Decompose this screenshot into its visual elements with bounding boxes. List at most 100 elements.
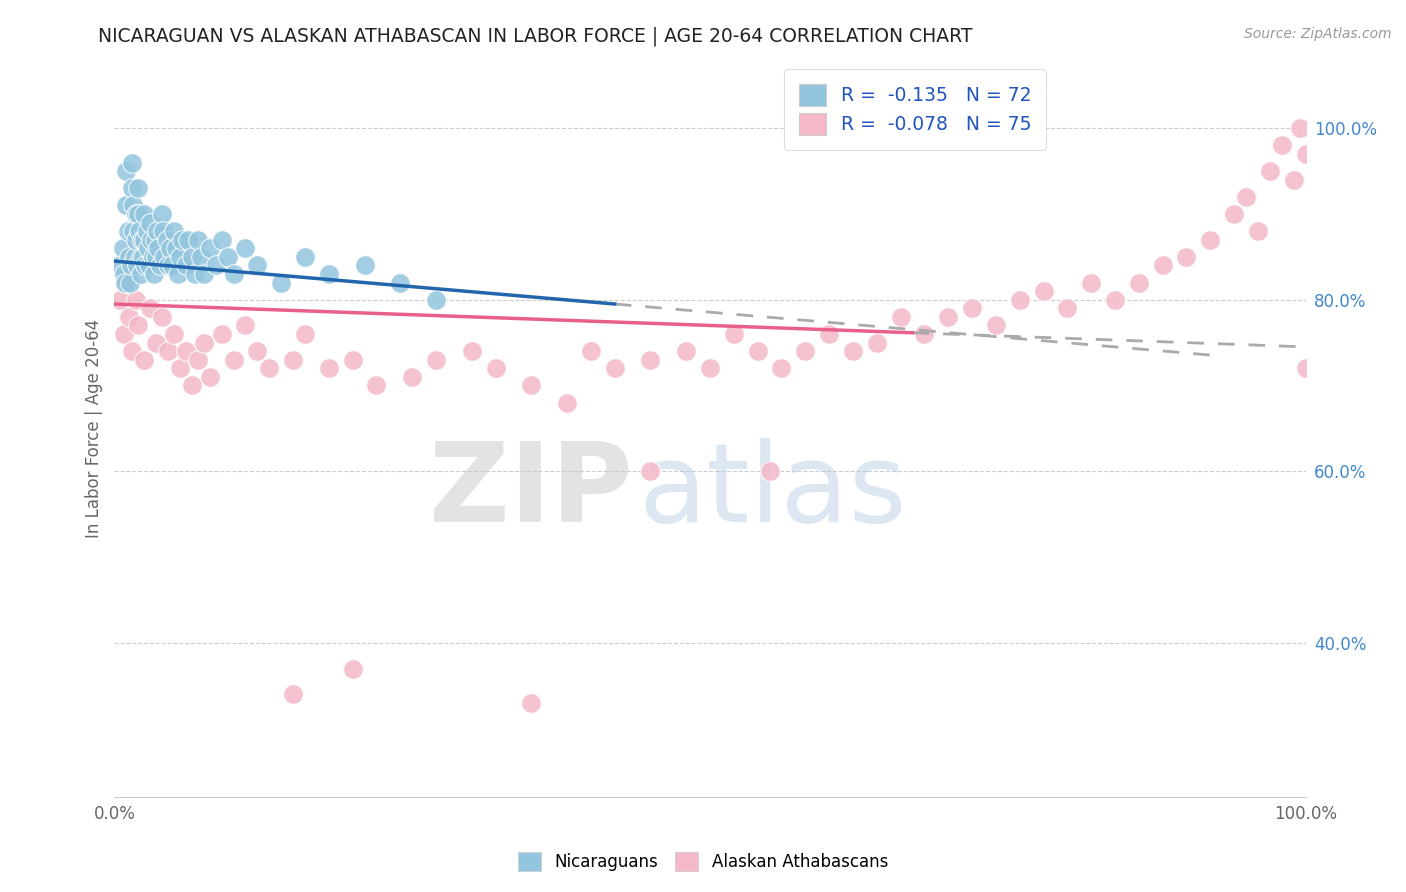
Point	[222, 267, 245, 281]
Text: atlas: atlas	[638, 438, 907, 544]
Point	[484, 361, 506, 376]
Point	[211, 233, 233, 247]
Point	[984, 318, 1007, 333]
Point	[152, 224, 174, 238]
Point	[127, 181, 149, 195]
Text: Source: ZipAtlas.com: Source: ZipAtlas.com	[1244, 27, 1392, 41]
Point	[461, 344, 484, 359]
Point	[134, 207, 156, 221]
Point	[770, 361, 793, 376]
Point	[1295, 147, 1317, 161]
Point	[912, 326, 935, 341]
Point	[1152, 259, 1174, 273]
Point	[222, 352, 245, 367]
Point	[675, 344, 697, 359]
Point	[128, 224, 150, 238]
Point	[150, 207, 173, 221]
Point	[198, 241, 221, 255]
Point	[425, 293, 447, 307]
Point	[166, 267, 188, 281]
Point	[187, 352, 209, 367]
Point	[150, 310, 173, 324]
Point	[246, 259, 269, 273]
Point	[342, 352, 364, 367]
Point	[235, 241, 257, 255]
Point	[520, 696, 543, 710]
Point	[134, 352, 156, 367]
Point	[125, 233, 148, 247]
Point	[127, 318, 149, 333]
Legend: R =  -0.135   N = 72, R =  -0.078   N = 75: R = -0.135 N = 72, R = -0.078 N = 75	[785, 69, 1046, 150]
Point	[794, 344, 817, 359]
Point	[111, 241, 134, 255]
Point	[180, 250, 202, 264]
Point	[758, 464, 780, 478]
Point	[281, 687, 304, 701]
Point	[603, 361, 626, 376]
Point	[1080, 276, 1102, 290]
Point	[246, 344, 269, 359]
Point	[135, 224, 157, 238]
Point	[294, 326, 316, 341]
Point	[520, 378, 543, 392]
Point	[156, 233, 179, 247]
Point	[125, 259, 148, 273]
Point	[145, 335, 167, 350]
Point	[204, 259, 226, 273]
Point	[866, 335, 889, 350]
Point	[1175, 250, 1198, 264]
Point	[1282, 172, 1305, 186]
Point	[165, 241, 187, 255]
Point	[129, 267, 152, 281]
Point	[193, 335, 215, 350]
Y-axis label: In Labor Force | Age 20-64: In Labor Force | Age 20-64	[86, 318, 103, 538]
Point	[890, 310, 912, 324]
Point	[142, 267, 165, 281]
Point	[141, 233, 163, 247]
Point	[141, 250, 163, 264]
Point	[747, 344, 769, 359]
Point	[127, 207, 149, 221]
Point	[139, 215, 162, 229]
Point	[159, 241, 181, 255]
Point	[1234, 190, 1257, 204]
Point	[1288, 121, 1310, 136]
Point	[118, 310, 141, 324]
Point	[115, 276, 138, 290]
Point	[960, 301, 983, 316]
Point	[122, 224, 145, 238]
Point	[110, 259, 132, 273]
Point	[842, 344, 865, 359]
Point	[121, 155, 143, 169]
Point	[217, 250, 239, 264]
Point	[163, 326, 186, 341]
Point	[118, 250, 141, 264]
Point	[132, 250, 155, 264]
Point	[366, 378, 388, 392]
Point	[134, 233, 156, 247]
Point	[1008, 293, 1031, 307]
Text: ZIP: ZIP	[429, 438, 633, 544]
Point	[121, 181, 143, 195]
Point	[118, 276, 141, 290]
Point	[122, 198, 145, 212]
Point	[180, 378, 202, 392]
Point	[818, 326, 841, 341]
Point	[270, 276, 292, 290]
Point	[163, 224, 186, 238]
Point	[1258, 164, 1281, 178]
Point	[112, 267, 135, 281]
Point	[153, 250, 176, 264]
Point	[184, 267, 207, 281]
Point	[294, 250, 316, 264]
Point	[1199, 233, 1222, 247]
Point	[136, 241, 159, 255]
Point	[148, 241, 170, 255]
Point	[174, 344, 197, 359]
Point	[169, 361, 191, 376]
Point	[112, 326, 135, 341]
Point	[120, 259, 142, 273]
Point	[146, 224, 169, 238]
Point	[114, 276, 136, 290]
Point	[139, 301, 162, 316]
